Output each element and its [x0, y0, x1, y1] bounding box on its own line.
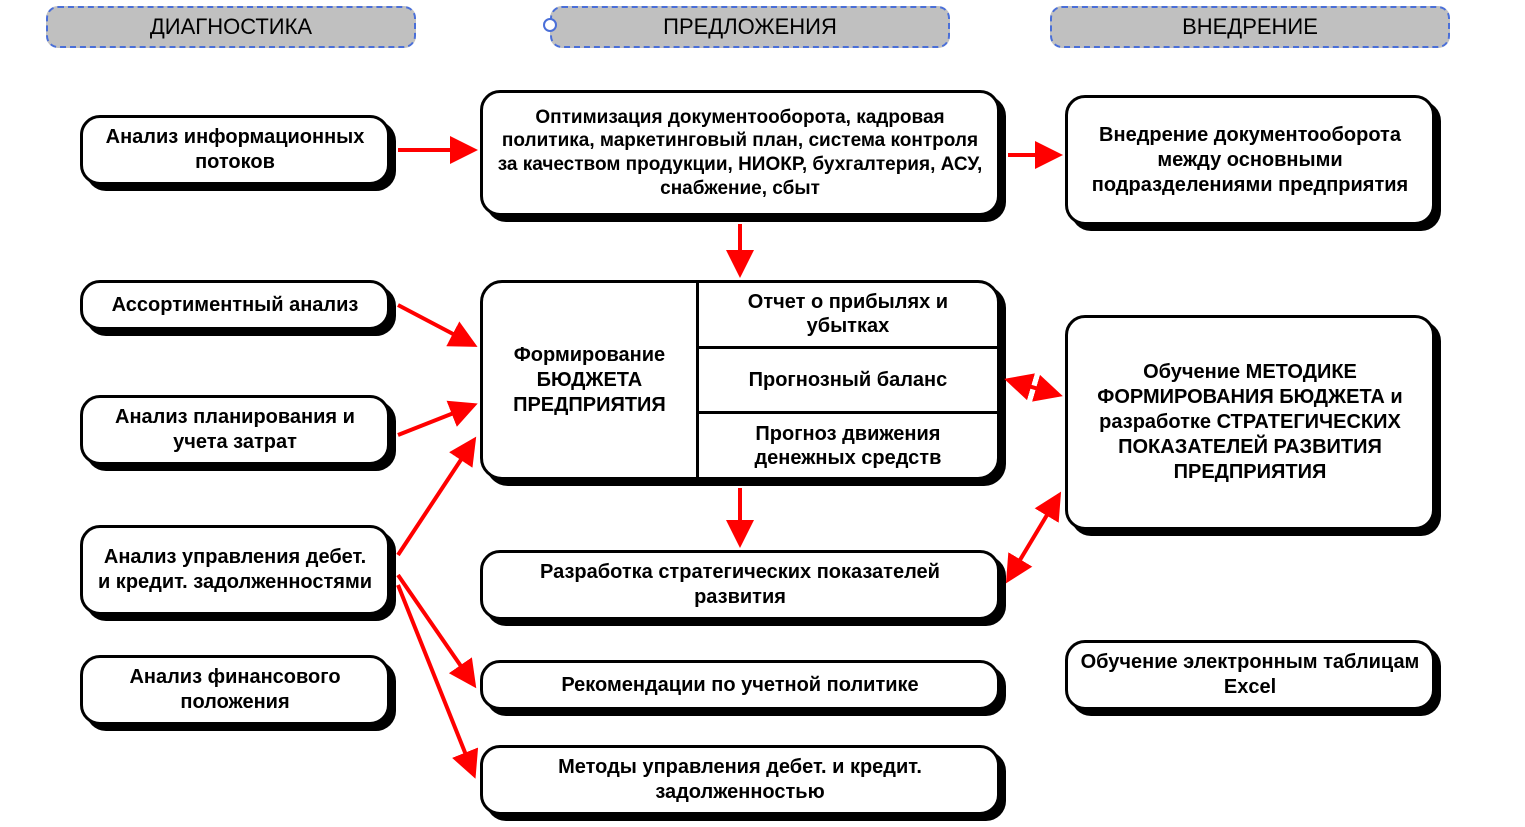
- node-training-budget-label: Обучение МЕТОДИКЕ ФОРМИРОВАНИЯ БЮДЖЕТА и…: [1080, 360, 1420, 485]
- arrow: [398, 585, 474, 775]
- node-optimization: Оптимизация документооборота, кадровая п…: [480, 90, 1000, 216]
- node-budget-left-label: Формирование БЮДЖЕТА ПРЕДПРИЯТИЯ: [493, 343, 686, 418]
- node-budget-row2-label: Прогнозный баланс: [749, 368, 948, 392]
- arrow: [398, 440, 474, 555]
- node-budget-row3-label: Прогноз движения денежных средств: [709, 422, 987, 470]
- node-fin-position-label: Анализ финансового положения: [95, 665, 375, 715]
- node-doc-flow: Внедрение документооборота между основны…: [1065, 95, 1435, 225]
- node-strategy-label: Разработка стратегических показателей ра…: [495, 560, 985, 610]
- node-budget-right: Отчет о прибылях и убытках Прогнозный ба…: [699, 283, 997, 477]
- node-planning-cost-label: Анализ планирования и учета затрат: [95, 405, 375, 455]
- header-proposals-label: ПРЕДЛОЖЕНИЯ: [663, 14, 837, 39]
- node-doc-flow-label: Внедрение документооборота между основны…: [1080, 123, 1420, 198]
- node-budget: Формирование БЮДЖЕТА ПРЕДПРИЯТИЯ Отчет о…: [480, 280, 1000, 480]
- node-acc-policy-label: Рекомендации по учетной политике: [561, 673, 918, 698]
- node-planning-cost: Анализ планирования и учета затрат: [80, 395, 390, 465]
- node-budget-left: Формирование БЮДЖЕТА ПРЕДПРИЯТИЯ: [483, 283, 699, 477]
- node-debt-mgmt: Анализ управления дебет. и кредит. задол…: [80, 525, 390, 615]
- node-debt-methods-label: Методы управления дебет. и кредит. задол…: [495, 755, 985, 805]
- node-strategy: Разработка стратегических показателей ра…: [480, 550, 1000, 620]
- node-budget-row3: Прогноз движения денежных средств: [699, 411, 997, 477]
- node-fin-position: Анализ финансового положения: [80, 655, 390, 725]
- node-debt-methods: Методы управления дебет. и кредит. задол…: [480, 745, 1000, 815]
- node-excel-label: Обучение электронным таблицам Excel: [1080, 650, 1420, 700]
- node-assortment-label: Ассортиментный анализ: [112, 293, 359, 318]
- arrow: [1008, 380, 1059, 395]
- node-optimization-label: Оптимизация документооборота, кадровая п…: [495, 106, 985, 201]
- arrow: [398, 305, 474, 345]
- node-debt-mgmt-label: Анализ управления дебет. и кредит. задол…: [95, 545, 375, 595]
- node-info-flows: Анализ информационных потоков: [80, 115, 390, 185]
- node-budget-row2: Прогнозный баланс: [699, 346, 997, 412]
- header-proposals: ПРЕДЛОЖЕНИЯ: [550, 6, 950, 48]
- node-training-budget: Обучение МЕТОДИКЕ ФОРМИРОВАНИЯ БЮДЖЕТА и…: [1065, 315, 1435, 530]
- header-diagnostics: ДИАГНОСТИКА: [46, 6, 416, 48]
- node-info-flows-label: Анализ информационных потоков: [95, 125, 375, 175]
- node-budget-row1: Отчет о прибылях и убытках: [699, 283, 997, 346]
- header-proposals-marker: [543, 18, 557, 32]
- node-assortment: Ассортиментный анализ: [80, 280, 390, 330]
- arrow: [1008, 495, 1059, 580]
- node-excel: Обучение электронным таблицам Excel: [1065, 640, 1435, 710]
- header-diagnostics-label: ДИАГНОСТИКА: [150, 14, 312, 39]
- node-budget-row1-label: Отчет о прибылях и убытках: [709, 290, 987, 338]
- node-acc-policy: Рекомендации по учетной политике: [480, 660, 1000, 710]
- header-implementation: ВНЕДРЕНИЕ: [1050, 6, 1450, 48]
- header-implementation-label: ВНЕДРЕНИЕ: [1182, 14, 1318, 39]
- arrow: [398, 575, 474, 685]
- arrow: [398, 405, 474, 435]
